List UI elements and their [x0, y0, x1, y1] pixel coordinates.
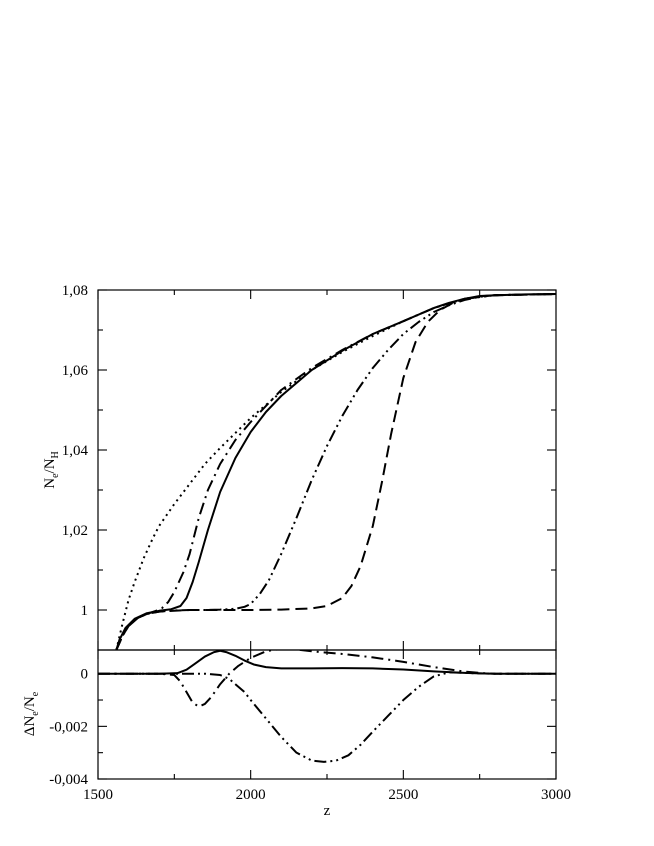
upper-series-dotted: [115, 293, 556, 650]
upper-y-axis-title: Ne/NH: [42, 451, 61, 489]
lower-y-tick-label: -0,002: [49, 719, 88, 735]
lower-y-axis-title: ΔNe/Ne: [22, 691, 41, 736]
lower-y-tick-label: -0,004: [49, 772, 88, 788]
x-axis-title: z: [324, 803, 331, 819]
upper-ticks: 1 1,02 1,04 1,06 1,08: [62, 283, 557, 650]
upper-y-tick-label: 1,08: [62, 283, 88, 299]
lower-y-tick-label: 0: [81, 667, 89, 683]
lower-series-solid: [98, 650, 556, 675]
lower-ticks: 1500 2000 2500 3000 0 -0,002 -0,004: [49, 650, 571, 803]
lower-panel: 1500 2000 2500 3000 0 -0,002 -0,004 ΔNe/Ne: [22, 649, 571, 803]
upper-series-solid: [115, 293, 556, 650]
upper-series: [115, 293, 556, 650]
upper-y-tick-label: 1,06: [62, 363, 89, 379]
lower-series-dash-dot: [98, 650, 556, 708]
x-tick-label: 2500: [388, 787, 418, 803]
upper-series-dashed: [115, 293, 556, 650]
upper-y-tick-label: 1,04: [62, 443, 89, 459]
upper-y-tick-label: 1,02: [62, 523, 88, 539]
lower-plot-frame: [97, 649, 557, 780]
upper-series-dash-dot: [115, 293, 556, 650]
lower-series: [98, 650, 556, 763]
lower-series-dash-dot-dot: [98, 671, 556, 763]
upper-y-tick-label: 1: [81, 603, 89, 619]
x-tick-label: 3000: [541, 787, 571, 803]
x-tick-label: 1500: [83, 787, 113, 803]
x-tick-label: 2000: [236, 787, 266, 803]
upper-panel: 1 1,02 1,04 1,06 1,08 Ne/NH: [42, 283, 557, 651]
upper-plot-frame: [97, 289, 557, 651]
upper-series-dash-dot-dot: [115, 293, 556, 650]
